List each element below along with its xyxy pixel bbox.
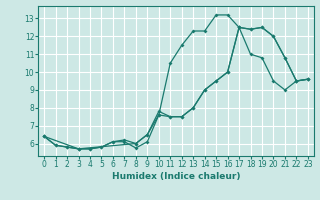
X-axis label: Humidex (Indice chaleur): Humidex (Indice chaleur) <box>112 172 240 181</box>
